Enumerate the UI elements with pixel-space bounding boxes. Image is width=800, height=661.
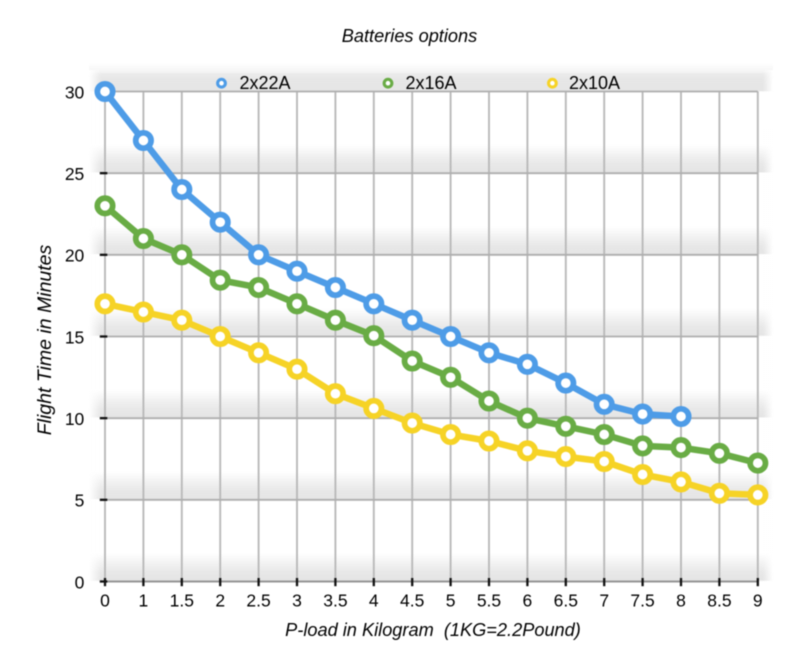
- svg-text:8: 8: [676, 591, 686, 611]
- svg-text:2x16A: 2x16A: [406, 73, 457, 93]
- svg-text:7.5: 7.5: [630, 591, 654, 611]
- svg-text:6.5: 6.5: [554, 591, 578, 611]
- svg-text:7: 7: [599, 591, 609, 611]
- svg-text:4.5: 4.5: [400, 591, 424, 611]
- svg-text:2x22A: 2x22A: [240, 73, 291, 93]
- svg-text:0: 0: [100, 591, 110, 611]
- svg-text:2: 2: [215, 591, 225, 611]
- svg-text:1: 1: [139, 591, 149, 611]
- svg-text:0: 0: [75, 572, 85, 592]
- svg-text:P-load in Kilogram (1KG=2.2Po: P-load in Kilogram (1KG=2.2Pound): [285, 620, 581, 640]
- svg-text:3.5: 3.5: [323, 591, 347, 611]
- svg-text:20: 20: [65, 246, 85, 266]
- svg-text:10: 10: [65, 409, 85, 429]
- svg-text:2x10A: 2x10A: [569, 73, 620, 93]
- svg-text:9: 9: [753, 591, 763, 611]
- svg-text:Flight Time in Minutes: Flight Time in Minutes: [34, 244, 56, 435]
- svg-text:15: 15: [65, 327, 84, 347]
- svg-text:30: 30: [65, 82, 85, 102]
- svg-text:8.5: 8.5: [707, 591, 731, 611]
- svg-text:5: 5: [75, 491, 85, 511]
- svg-text:4: 4: [369, 591, 379, 611]
- svg-text:1.5: 1.5: [170, 591, 194, 611]
- svg-text:Batteries options: Batteries options: [342, 26, 477, 46]
- svg-text:5: 5: [446, 591, 456, 611]
- svg-text:3: 3: [292, 591, 302, 611]
- svg-text:5.5: 5.5: [477, 591, 501, 611]
- svg-text:6: 6: [523, 591, 533, 611]
- svg-text:2.5: 2.5: [246, 591, 270, 611]
- svg-text:25: 25: [65, 164, 84, 184]
